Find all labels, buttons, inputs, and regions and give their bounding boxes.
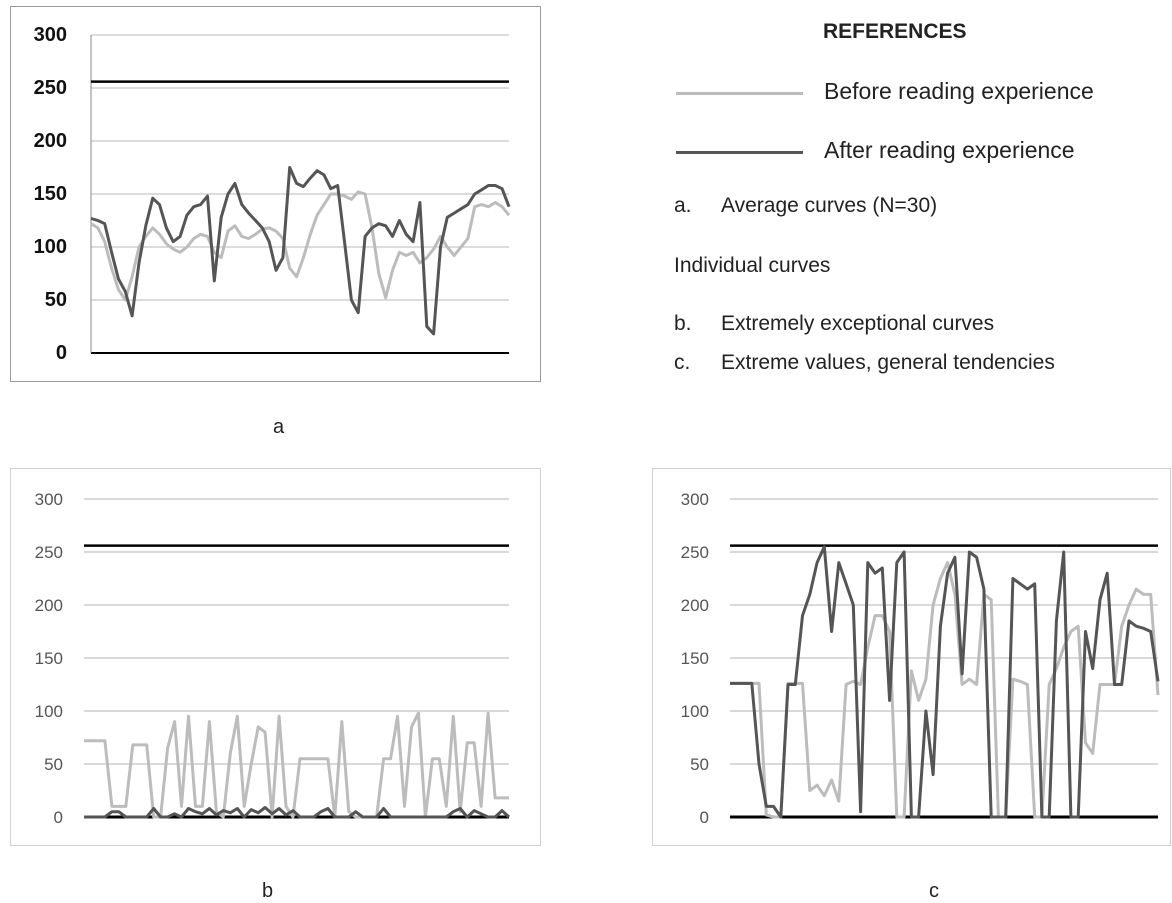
y-tick-label: 200 <box>35 596 63 615</box>
legend-swatch-before <box>676 92 803 95</box>
legend: REFERENCES Before reading experience Aft… <box>668 12 1168 377</box>
legend-label-before: Before reading experience <box>824 78 1094 104</box>
caption-a: a <box>273 416 285 438</box>
note-b: b. Extremely exceptional curves <box>674 312 994 336</box>
y-tick-label: 100 <box>681 702 709 721</box>
y-tick-label: 150 <box>34 183 67 205</box>
note-individual: Individual curves <box>674 254 830 278</box>
y-tick-label: 100 <box>34 236 67 258</box>
note-c-number: c. <box>674 351 691 374</box>
note-b-number: b. <box>674 312 692 335</box>
legend-label-after: After reading experience <box>824 137 1075 163</box>
note-a-number: a. <box>674 194 692 217</box>
y-tick-label: 150 <box>681 649 709 668</box>
y-tick-label: 0 <box>700 808 709 827</box>
y-tick-label: 0 <box>54 808 63 827</box>
average-curves-chart: 300 250 200 150 100 50 0 <box>10 6 541 382</box>
y-tick-label: 300 <box>34 24 67 46</box>
y-tick-label: 200 <box>34 130 67 152</box>
legend-title: REFERENCES <box>823 20 967 43</box>
series-line-after-c <box>730 545 1160 819</box>
y-tick-label: 250 <box>34 77 67 99</box>
y-tick-label: 50 <box>690 755 709 774</box>
note-individual-text: Individual curves <box>674 254 831 277</box>
series-line-before-a <box>90 190 511 302</box>
legend-swatch-after <box>676 151 803 154</box>
chart-b-canvas: 300 250 200 150 100 50 0 <box>35 490 511 827</box>
chart-c-canvas: 300 250 200 150 100 50 0 <box>681 490 1160 827</box>
exceptional-curves-chart: 300 250 200 150 100 50 0 <box>10 468 541 846</box>
note-a-text: Average curves (N=30) <box>721 194 938 217</box>
y-tick-label: 200 <box>681 596 709 615</box>
series-line-before-b <box>84 711 509 819</box>
note-c: c. Extreme values, general tendencies <box>674 351 1055 375</box>
y-tick-label: 50 <box>45 289 67 311</box>
note-c-text: Extreme values, general tendencies <box>721 351 1055 374</box>
y-tick-label: 50 <box>44 755 63 774</box>
y-tick-label: 0 <box>56 342 67 364</box>
series-line-after-b <box>84 806 511 819</box>
note-a: a. Average curves (N=30) <box>674 194 937 218</box>
chart-a-canvas: 300 250 200 150 100 50 0 <box>34 24 511 364</box>
caption-b: b <box>262 880 274 902</box>
y-tick-label: 100 <box>35 702 63 721</box>
extreme-values-chart: 300 250 200 150 100 50 0 <box>652 468 1171 846</box>
y-tick-label: 150 <box>35 649 63 668</box>
caption-c: c <box>929 880 939 902</box>
y-tick-label: 300 <box>681 490 709 509</box>
y-tick-label: 250 <box>681 543 709 562</box>
note-b-text: Extremely exceptional curves <box>721 312 995 335</box>
series-line-before-c <box>730 561 1160 819</box>
y-tick-label: 250 <box>35 543 63 562</box>
series-line-after-a <box>90 166 511 336</box>
y-tick-label: 300 <box>35 490 63 509</box>
